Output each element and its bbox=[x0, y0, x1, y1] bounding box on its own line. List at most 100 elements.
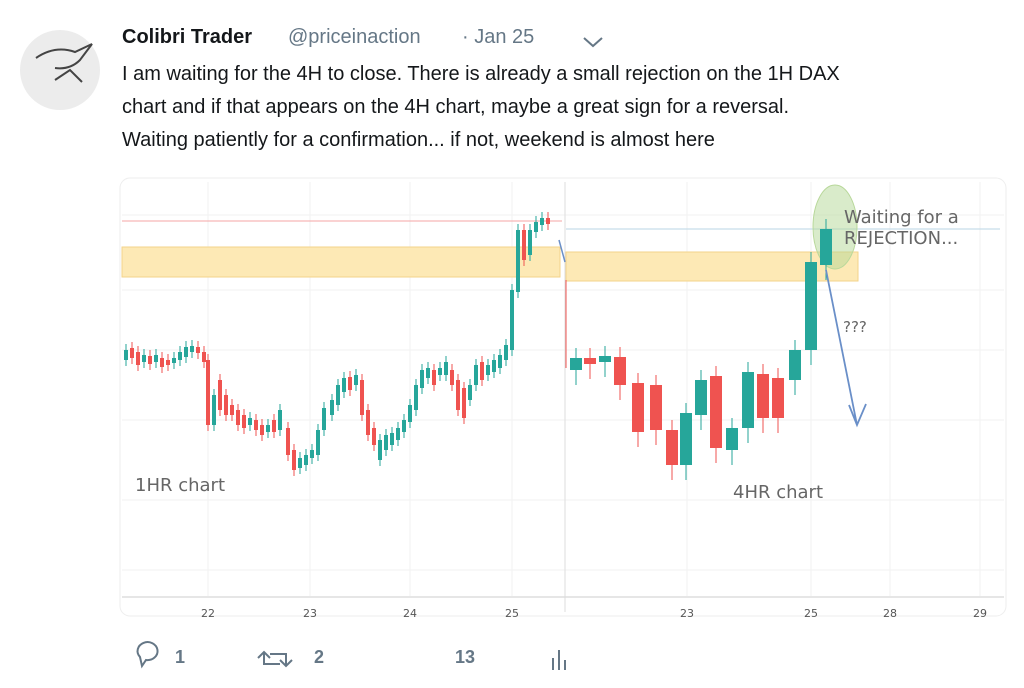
candle bbox=[266, 425, 270, 432]
candle bbox=[260, 425, 264, 435]
candle bbox=[142, 355, 146, 362]
candle bbox=[366, 410, 370, 435]
author-handle[interactable]: @priceinaction bbox=[288, 26, 421, 48]
candle bbox=[230, 405, 234, 415]
candle bbox=[820, 229, 832, 265]
candle bbox=[402, 420, 406, 432]
candle bbox=[166, 360, 170, 365]
candle bbox=[316, 430, 320, 455]
resistance-zone bbox=[121, 246, 561, 278]
candle bbox=[218, 380, 222, 410]
candle bbox=[772, 378, 784, 418]
candle bbox=[468, 385, 472, 400]
candle bbox=[178, 352, 182, 360]
candle bbox=[504, 345, 508, 360]
candle bbox=[154, 355, 158, 362]
candle bbox=[310, 450, 314, 458]
candle bbox=[396, 428, 400, 440]
candle bbox=[498, 355, 502, 368]
candle bbox=[322, 408, 326, 430]
candle bbox=[528, 230, 532, 255]
candle bbox=[408, 405, 412, 422]
candle bbox=[480, 362, 484, 380]
x-tick-label: 28 bbox=[883, 607, 897, 620]
x-tick-label: 25 bbox=[505, 607, 519, 620]
candle bbox=[378, 440, 382, 460]
candle bbox=[342, 378, 346, 392]
candle bbox=[570, 358, 582, 370]
candle bbox=[456, 380, 460, 410]
x-tick-label: 25 bbox=[804, 607, 818, 620]
candle bbox=[650, 385, 662, 430]
candle bbox=[420, 370, 424, 388]
retweet-count[interactable]: 2 bbox=[314, 647, 325, 667]
projection-arrow bbox=[558, 239, 566, 263]
reply-icon[interactable] bbox=[136, 641, 159, 669]
candle bbox=[757, 374, 769, 418]
candle bbox=[304, 455, 308, 465]
candle bbox=[184, 347, 188, 357]
candle bbox=[584, 358, 596, 364]
candle bbox=[286, 428, 290, 455]
candle bbox=[292, 450, 296, 470]
candle bbox=[516, 230, 520, 292]
candle bbox=[462, 388, 466, 418]
annotation: REJECTION... bbox=[844, 228, 958, 249]
candle bbox=[202, 352, 206, 362]
candle bbox=[354, 375, 358, 385]
candle bbox=[148, 356, 152, 364]
candle bbox=[426, 368, 430, 378]
tweet-image[interactable] bbox=[119, 177, 1007, 617]
candle bbox=[432, 370, 436, 385]
candle bbox=[450, 370, 454, 385]
candle bbox=[414, 385, 418, 410]
candle bbox=[546, 218, 550, 224]
candle bbox=[599, 356, 611, 362]
candle bbox=[632, 383, 644, 432]
candle bbox=[390, 433, 394, 445]
candle bbox=[695, 380, 707, 415]
projection-arrow bbox=[825, 269, 867, 428]
avatar[interactable] bbox=[20, 30, 100, 110]
retweet-icon[interactable] bbox=[257, 650, 293, 668]
candle bbox=[614, 357, 626, 385]
candle bbox=[236, 410, 240, 425]
candle bbox=[124, 350, 128, 360]
x-tick-label: 24 bbox=[403, 607, 417, 620]
tweet-date[interactable]: · Jan 25 bbox=[462, 26, 535, 48]
tweet-text: Waiting patiently for a confirmation... … bbox=[122, 129, 715, 151]
reply-count[interactable]: 1 bbox=[175, 647, 186, 667]
candle bbox=[190, 346, 194, 352]
candle bbox=[206, 360, 210, 425]
candle bbox=[254, 420, 258, 430]
candle bbox=[298, 458, 302, 468]
candle bbox=[486, 365, 490, 375]
candle bbox=[742, 372, 754, 428]
candle bbox=[172, 358, 176, 363]
candle bbox=[540, 218, 544, 225]
candle bbox=[522, 230, 526, 260]
candle bbox=[372, 428, 376, 445]
like-count[interactable]: 13 bbox=[455, 647, 476, 667]
x-tick-label: 23 bbox=[303, 607, 317, 620]
candle bbox=[160, 358, 164, 367]
chart-label: 4HR chart bbox=[733, 482, 823, 503]
chart-art: 1HR chart 4HR chart Waiting for aREJECTION… bbox=[121, 182, 1004, 620]
author-name[interactable]: Colibri Trader bbox=[122, 26, 253, 48]
candle bbox=[212, 395, 216, 425]
candle bbox=[360, 380, 364, 415]
avatar-bird bbox=[35, 43, 93, 83]
candle bbox=[444, 362, 448, 375]
menu-caret[interactable] bbox=[583, 37, 603, 48]
candle bbox=[384, 435, 388, 450]
candle bbox=[136, 352, 140, 365]
candle bbox=[438, 368, 442, 375]
candle bbox=[710, 376, 722, 448]
candle bbox=[534, 222, 538, 232]
x-tick-label: 22 bbox=[201, 607, 215, 620]
candle bbox=[242, 415, 246, 428]
analytics-icon[interactable] bbox=[552, 650, 566, 670]
tweet-text: I am waiting for the 4H to close. There … bbox=[122, 63, 840, 85]
chart-label: 1HR chart bbox=[135, 475, 225, 496]
